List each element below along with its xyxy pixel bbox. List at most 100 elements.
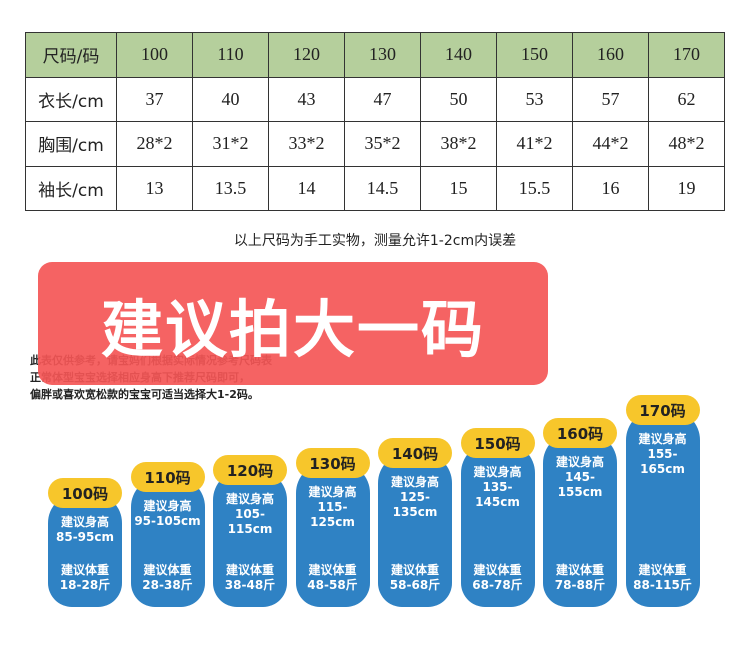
weight-block: 建议体重 68-78斤	[461, 563, 535, 593]
height-label: 建议身高	[308, 485, 357, 499]
table-cell: 40	[192, 76, 269, 122]
header-cell: 110	[192, 32, 269, 78]
height-label: 建议身高	[638, 432, 687, 446]
height-range: 85-95cm	[56, 530, 114, 544]
height-block: 建议身高 95-105cm	[131, 499, 205, 529]
height-block: 建议身高 105-115cm	[213, 492, 287, 537]
table-cell: 41*2	[496, 121, 573, 167]
weight-block: 建议体重 38-48斤	[213, 563, 287, 593]
height-block: 建议身高 85-95cm	[48, 515, 122, 545]
size-capsule: 建议身高 85-95cm 建议体重 18-28斤 100码	[48, 478, 122, 607]
table-row: 衣长/cm 37 40 43 47 50 53 57 62	[25, 76, 725, 122]
weight-block: 建议体重 28-38斤	[131, 563, 205, 593]
header-cell: 尺码/码	[25, 32, 117, 78]
height-range: 95-105cm	[134, 514, 201, 528]
capsule-body: 建议身高 145-155cm 建议体重 78-88斤	[543, 433, 617, 607]
capsule-body: 建议身高 85-95cm 建议体重 18-28斤	[48, 493, 122, 607]
table-cell: 14	[268, 165, 345, 211]
size-capsule: 建议身高 155-165cm 建议体重 88-115斤 170码	[625, 395, 700, 607]
table-cell: 16	[572, 165, 649, 211]
height-label: 建议身高	[555, 455, 604, 469]
weight-label: 建议体重	[473, 563, 522, 577]
height-block: 建议身高 115-125cm	[296, 485, 370, 530]
table-cell: 57	[572, 76, 649, 122]
height-range: 115-125cm	[310, 500, 355, 529]
capsule-body: 建议身高 155-165cm 建议体重 88-115斤	[625, 410, 700, 607]
size-capsule: 建议身高 135-145cm 建议体重 68-78斤 150码	[460, 428, 535, 607]
height-range: 155-165cm	[640, 447, 685, 476]
table-row: 胸围/cm 28*2 31*2 33*2 35*2 38*2 41*2 44*2 48*2	[25, 121, 725, 167]
header-cell: 150	[496, 32, 573, 78]
note: 以上尺码为手工实物，测量允许1-2cm内误差	[233, 233, 517, 249]
height-label: 建议身高	[60, 515, 109, 529]
size-label: 110码	[130, 462, 205, 492]
capsule-body: 建议身高 115-125cm 建议体重 48-58斤	[295, 463, 370, 607]
table-cell: 62	[648, 76, 725, 122]
height-label: 建议身高	[225, 492, 274, 506]
table-cell: 胸围/cm	[25, 121, 117, 167]
table-cell: 14.5	[344, 165, 421, 211]
table-cell: 38*2	[420, 121, 497, 167]
weight-label: 建议体重	[308, 563, 357, 577]
height-label: 建议身高	[473, 465, 522, 479]
size-capsule: 建议身高 95-105cm 建议体重 28-38斤 110码	[130, 462, 205, 607]
size-label: 130码	[295, 448, 370, 478]
weight-range: 38-48斤	[224, 578, 276, 592]
height-block: 建议身高 135-145cm	[461, 465, 535, 510]
header-cell: 120	[268, 32, 345, 78]
header-cell: 170	[648, 32, 725, 78]
table-row: 袖长/cm 13 13.5 14 14.5 15 15.5 16 19	[25, 165, 725, 211]
size-capsule: 建议身高 125-135cm 建议体重 58-68斤 140码	[378, 438, 452, 607]
table-cell: 31*2	[192, 121, 269, 167]
table-cell: 37	[116, 76, 193, 122]
height-range: 135-145cm	[475, 480, 520, 509]
height-block: 建议身高 145-155cm	[543, 455, 617, 500]
weight-block: 建议体重 18-28斤	[48, 563, 122, 593]
weight-block: 建议体重 58-68斤	[378, 563, 452, 593]
height-block: 建议身高 155-165cm	[626, 432, 700, 477]
table-cell: 袖长/cm	[25, 165, 117, 211]
weight-range: 78-88斤	[554, 578, 606, 592]
size-label: 150码	[460, 428, 535, 458]
size-label: 120码	[213, 455, 287, 485]
header-cell: 140	[420, 32, 497, 78]
table-cell: 19	[648, 165, 725, 211]
weight-label: 建议体重	[143, 563, 192, 577]
table-cell: 28*2	[116, 121, 193, 167]
height-range: 145-155cm	[557, 470, 603, 499]
height-range: 105-115cm	[227, 507, 273, 536]
weight-label: 建议体重	[225, 563, 274, 577]
size-label: 140码	[378, 438, 452, 468]
table-cell: 13	[116, 165, 193, 211]
weight-block: 建议体重 48-58斤	[296, 563, 370, 593]
table-cell: 15.5	[496, 165, 573, 211]
weight-range: 68-78斤	[472, 578, 523, 592]
height-label: 建议身高	[390, 475, 439, 489]
size-capsule: 建议身高 115-125cm 建议体重 48-58斤 130码	[295, 448, 370, 607]
height-range: 125-135cm	[392, 490, 438, 519]
weight-block: 建议体重 88-115斤	[626, 563, 700, 593]
table-cell: 47	[344, 76, 421, 122]
table-cell: 43	[268, 76, 345, 122]
table-cell: 13.5	[192, 165, 269, 211]
height-block: 建议身高 125-135cm	[378, 475, 452, 520]
tip-line: 偏胖或喜欢宽松款的宝宝可适当选择大1-2码。	[30, 388, 259, 401]
size-capsule: 建议身高 105-115cm 建议体重 38-48斤 120码	[213, 455, 287, 607]
capsule-body: 建议身高 135-145cm 建议体重 68-78斤	[460, 443, 535, 607]
table-cell: 衣长/cm	[25, 76, 117, 122]
table-cell: 33*2	[268, 121, 345, 167]
weight-label: 建议体重	[60, 563, 109, 577]
weight-label: 建议体重	[555, 563, 604, 577]
header-row: 尺码/码 100 110 120 130 140 150 160 170	[25, 32, 725, 78]
header-cell: 130	[344, 32, 421, 78]
table-cell: 53	[496, 76, 573, 122]
table-cell: 44*2	[572, 121, 649, 167]
header-cell: 160	[572, 32, 649, 78]
weight-range: 18-28斤	[59, 578, 111, 592]
weight-range: 28-38斤	[142, 578, 193, 592]
size-label: 170码	[625, 395, 700, 425]
size-table: 尺码/码 100 110 120 130 140 150 160 170 衣长/cm 37 40 43 4…	[25, 32, 725, 211]
size-label: 100码	[48, 478, 122, 508]
weight-label: 建议体重	[638, 563, 687, 577]
